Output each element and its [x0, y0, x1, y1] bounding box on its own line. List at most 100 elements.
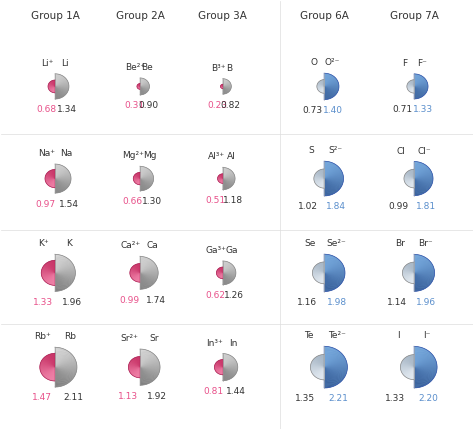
Polygon shape: [43, 267, 55, 273]
Polygon shape: [49, 83, 55, 86]
Polygon shape: [47, 367, 55, 380]
Polygon shape: [55, 74, 58, 86]
Polygon shape: [406, 178, 414, 184]
Polygon shape: [414, 178, 429, 189]
Polygon shape: [321, 355, 324, 367]
Text: 1.92: 1.92: [147, 392, 167, 401]
Polygon shape: [55, 165, 62, 178]
Polygon shape: [223, 358, 234, 367]
Polygon shape: [223, 367, 230, 379]
Polygon shape: [215, 364, 223, 367]
Polygon shape: [311, 361, 324, 367]
Polygon shape: [324, 86, 332, 98]
Polygon shape: [140, 83, 149, 86]
Polygon shape: [407, 171, 414, 178]
Polygon shape: [223, 359, 236, 367]
Polygon shape: [136, 264, 140, 273]
Polygon shape: [223, 80, 228, 86]
Polygon shape: [223, 355, 229, 367]
Polygon shape: [319, 82, 324, 86]
Polygon shape: [220, 367, 223, 375]
Polygon shape: [316, 172, 324, 178]
Polygon shape: [407, 85, 414, 86]
Polygon shape: [324, 367, 339, 384]
Polygon shape: [140, 172, 152, 178]
Polygon shape: [138, 367, 140, 378]
Polygon shape: [409, 170, 414, 178]
Polygon shape: [55, 178, 66, 189]
Polygon shape: [414, 273, 430, 285]
Polygon shape: [414, 166, 428, 178]
Polygon shape: [324, 74, 331, 86]
Polygon shape: [223, 367, 228, 380]
Polygon shape: [223, 261, 224, 273]
Polygon shape: [129, 364, 140, 367]
Polygon shape: [318, 86, 324, 89]
Polygon shape: [319, 81, 324, 86]
Polygon shape: [218, 178, 223, 181]
Polygon shape: [414, 355, 433, 367]
Polygon shape: [324, 256, 335, 273]
Text: 2.11: 2.11: [64, 393, 84, 402]
Polygon shape: [140, 268, 157, 273]
Polygon shape: [324, 178, 334, 194]
Polygon shape: [413, 80, 414, 86]
Polygon shape: [414, 367, 437, 372]
Polygon shape: [319, 86, 324, 91]
Polygon shape: [406, 357, 414, 367]
Polygon shape: [317, 273, 324, 282]
Polygon shape: [51, 86, 55, 92]
Polygon shape: [223, 273, 236, 275]
Polygon shape: [324, 273, 345, 274]
Polygon shape: [314, 273, 324, 280]
Polygon shape: [223, 261, 227, 273]
Polygon shape: [43, 266, 55, 273]
Polygon shape: [223, 261, 225, 273]
Polygon shape: [217, 270, 223, 273]
Polygon shape: [55, 367, 61, 387]
Polygon shape: [223, 86, 230, 90]
Polygon shape: [414, 367, 428, 384]
Polygon shape: [135, 265, 140, 273]
Polygon shape: [315, 173, 324, 178]
Polygon shape: [219, 175, 223, 178]
Polygon shape: [324, 349, 336, 367]
Polygon shape: [314, 267, 324, 273]
Polygon shape: [404, 176, 414, 178]
Polygon shape: [324, 254, 326, 273]
Polygon shape: [55, 265, 74, 273]
Polygon shape: [406, 173, 414, 178]
Polygon shape: [55, 350, 67, 367]
Polygon shape: [414, 81, 427, 86]
Polygon shape: [140, 178, 154, 179]
Polygon shape: [324, 273, 345, 277]
Polygon shape: [53, 86, 55, 92]
Polygon shape: [55, 255, 75, 292]
Polygon shape: [50, 86, 55, 91]
Polygon shape: [223, 86, 229, 92]
Polygon shape: [324, 178, 343, 184]
Polygon shape: [215, 364, 223, 367]
Polygon shape: [223, 86, 226, 94]
Polygon shape: [219, 178, 223, 182]
Polygon shape: [55, 273, 69, 287]
Polygon shape: [55, 273, 57, 291]
Polygon shape: [315, 273, 324, 280]
Polygon shape: [324, 74, 328, 86]
Polygon shape: [414, 273, 433, 280]
Polygon shape: [54, 80, 55, 86]
Polygon shape: [137, 273, 140, 282]
Polygon shape: [315, 266, 324, 273]
Polygon shape: [408, 264, 414, 273]
Polygon shape: [51, 86, 55, 92]
Polygon shape: [55, 273, 75, 277]
Polygon shape: [414, 178, 432, 185]
Polygon shape: [414, 347, 420, 367]
Polygon shape: [219, 178, 223, 181]
Polygon shape: [133, 178, 140, 180]
Polygon shape: [410, 81, 414, 86]
Polygon shape: [405, 175, 414, 178]
Polygon shape: [223, 264, 232, 273]
Polygon shape: [414, 273, 418, 291]
Polygon shape: [221, 85, 223, 86]
